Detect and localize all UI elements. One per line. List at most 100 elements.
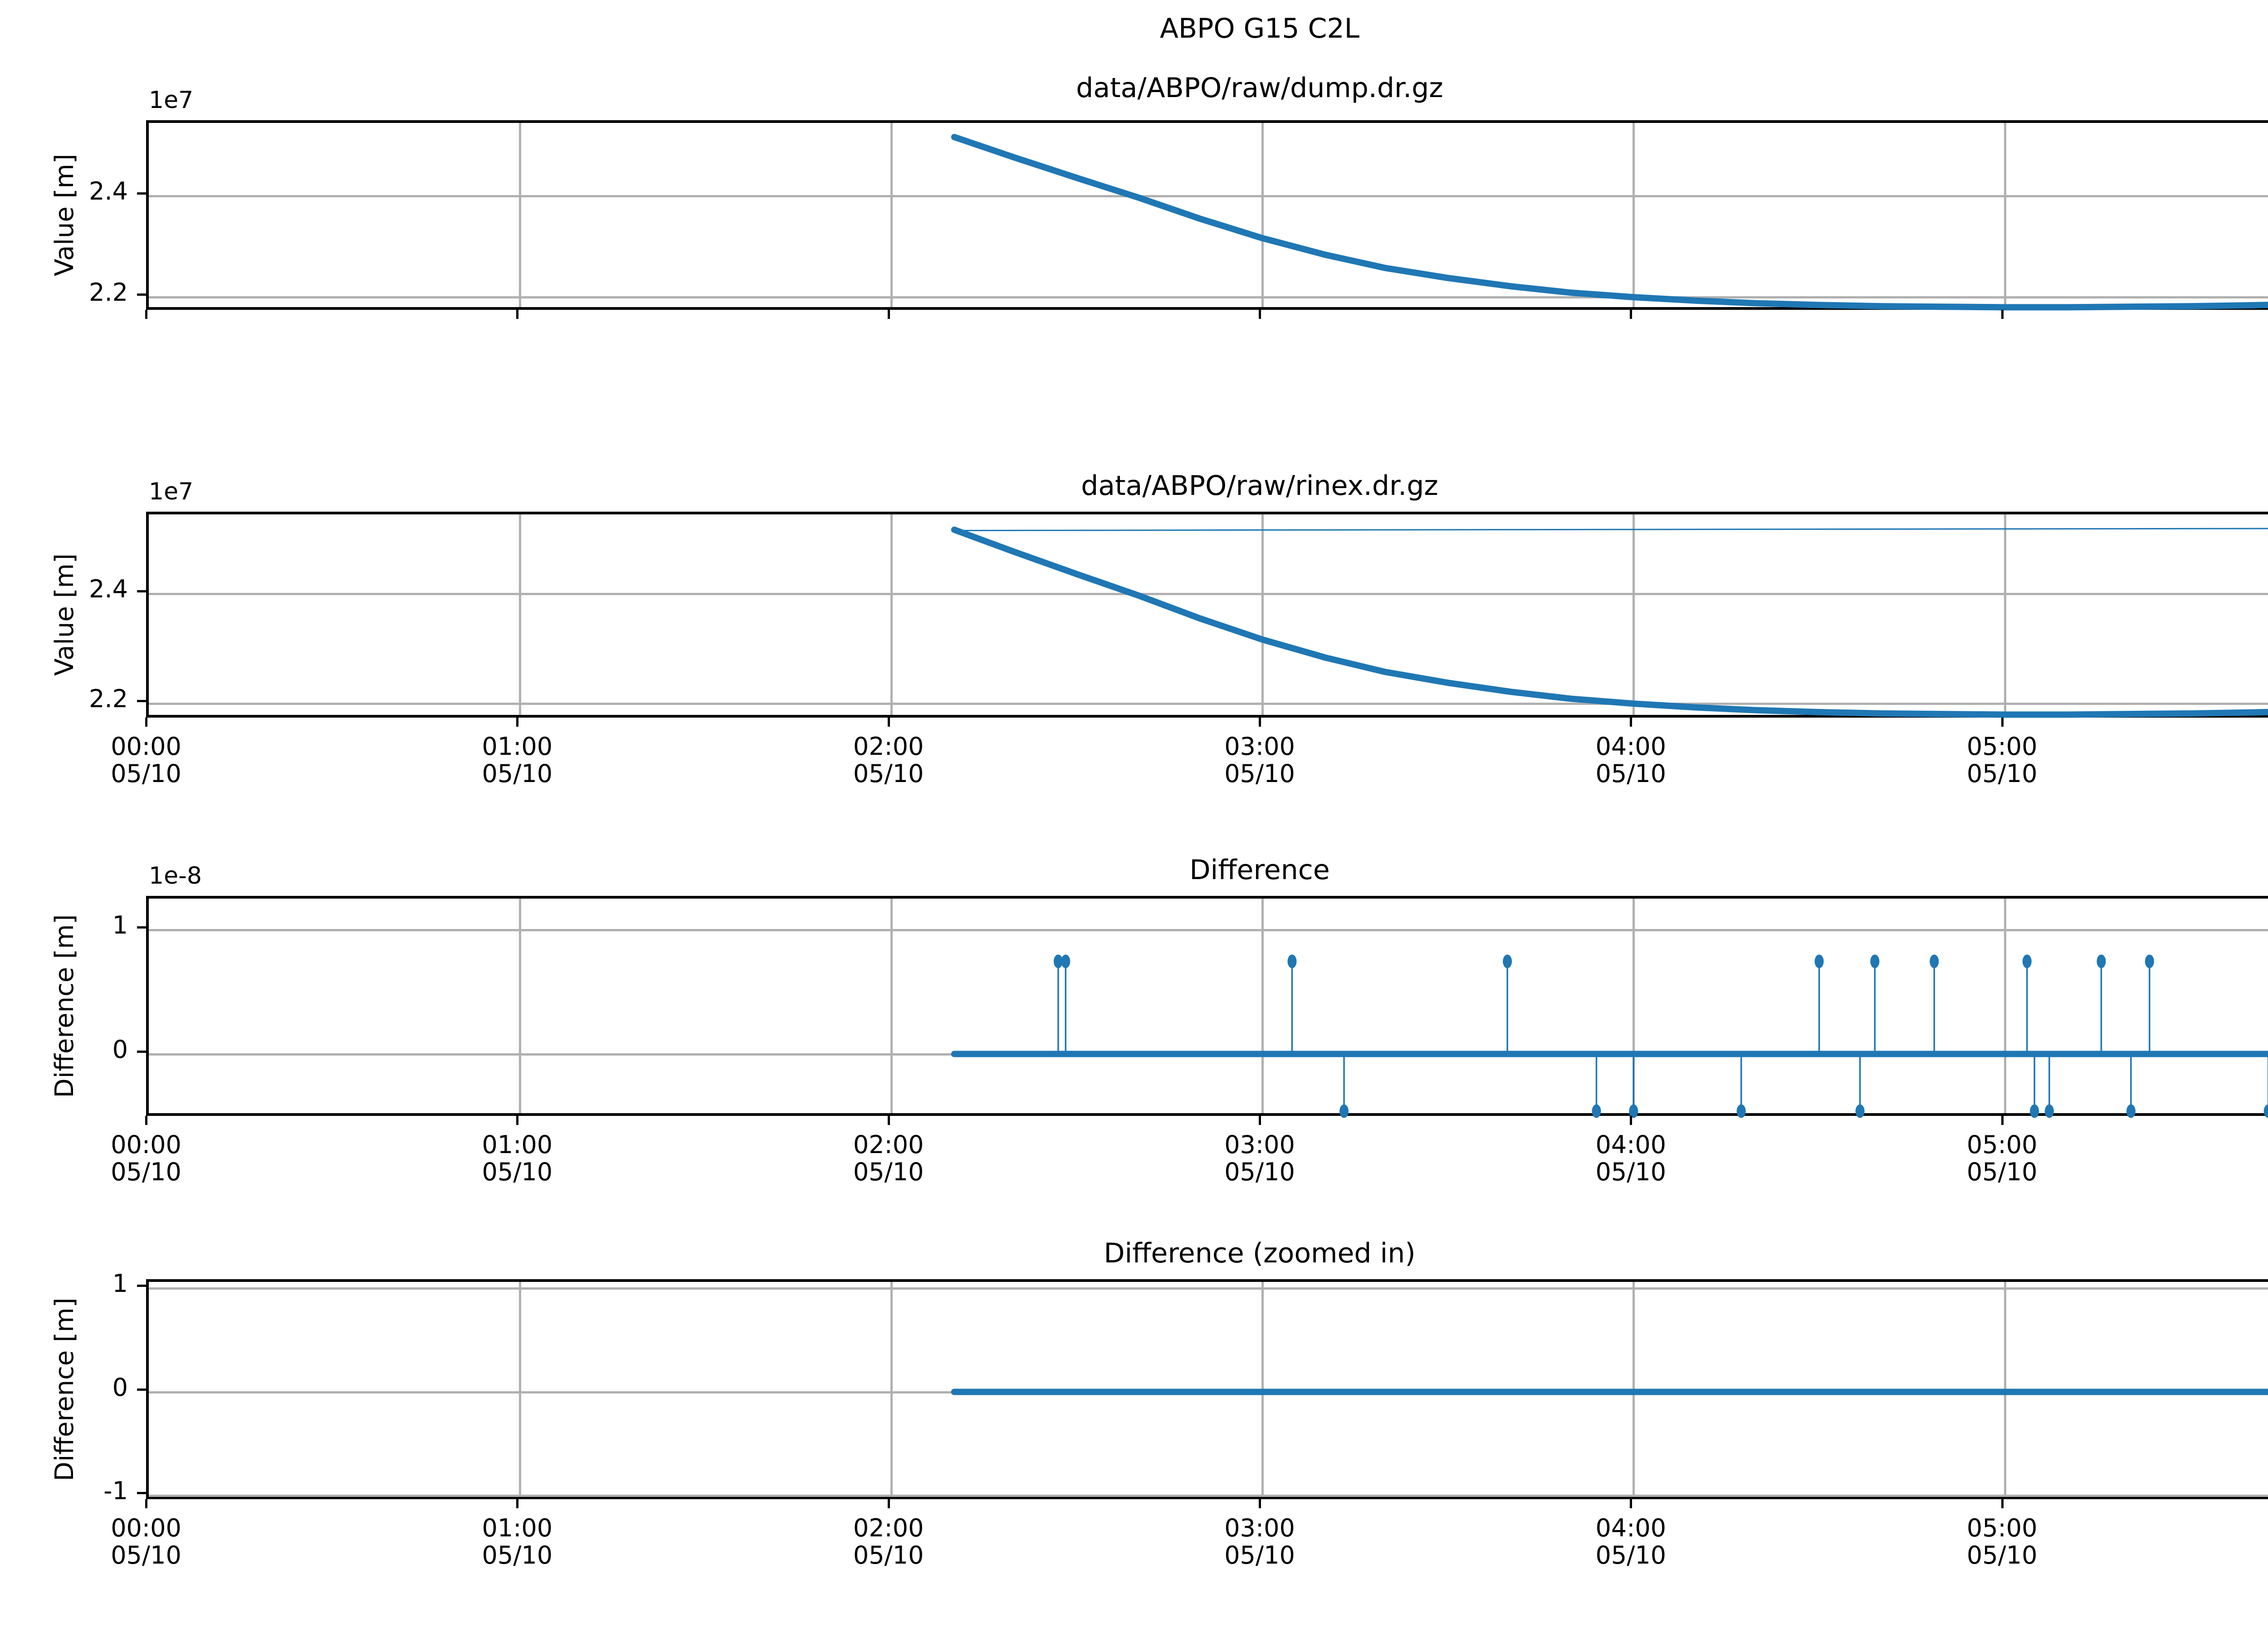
gridline-vertical [1261, 899, 1264, 1113]
y-tick-label: 2.4 [89, 575, 128, 604]
gridline-horizontal [149, 702, 2268, 705]
panel-title-difference: Difference [1189, 854, 1330, 886]
x-tick-mark [2001, 718, 2004, 727]
series-line-1 [953, 528, 2268, 532]
gridline-horizontal [149, 929, 2268, 931]
x-tick-mark [1259, 718, 1261, 727]
gridline-vertical [1633, 123, 1635, 307]
x-tick-label: 04:00 05/10 [1595, 1514, 1667, 1570]
y-tick-label: 0 [112, 1373, 128, 1402]
y-tick-mark [137, 590, 146, 593]
stem-marker [2097, 954, 2106, 968]
y-tick-mark [137, 293, 146, 296]
axes-rinex [146, 512, 2268, 718]
gridline-vertical [519, 1282, 522, 1496]
gridline-vertical [519, 123, 522, 307]
series-line-0 [951, 526, 2268, 718]
gridline-vertical [1261, 123, 1264, 307]
gridline-horizontal [149, 1495, 2268, 1497]
stem-marker [1629, 1104, 1638, 1118]
stem-marker [2145, 954, 2154, 968]
stem-marker [2263, 1104, 2268, 1118]
stem-marker [2030, 1104, 2039, 1118]
gridline-vertical [2004, 514, 2006, 715]
x-tick-mark [2001, 1499, 2004, 1508]
y-tick-mark [137, 926, 146, 929]
x-tick-label: 02:00 05/10 [853, 732, 924, 788]
stem-marker [1287, 954, 1297, 968]
x-tick-label: 01:00 05/10 [482, 732, 553, 788]
x-tick-label: 03:00 05/10 [1224, 732, 1295, 788]
gridline-vertical [1633, 514, 1635, 715]
stem-marker [1339, 1104, 1349, 1118]
gridline-vertical [890, 123, 893, 307]
x-tick-mark [1259, 1499, 1261, 1508]
gridline-vertical [2004, 123, 2006, 307]
y-tick-label: 2.2 [89, 278, 128, 307]
y-tick-label: 1 [112, 910, 128, 939]
x-tick-mark [145, 1499, 147, 1508]
x-tick-label: 05:00 05/10 [1966, 732, 2038, 788]
x-tick-mark [516, 1499, 519, 1508]
y-tick-label: 2.4 [89, 177, 128, 206]
stem-marker [1814, 954, 1824, 968]
stem-marker [1061, 954, 1070, 968]
y-tick-mark [137, 1050, 146, 1053]
y-axis-label-rinex: Value [m] [50, 553, 79, 676]
x-tick-mark [2001, 1116, 2004, 1125]
plot-data-rinex [951, 526, 2268, 718]
x-tick-label: 03:00 05/10 [1224, 1130, 1295, 1187]
gridline-vertical [519, 899, 522, 1113]
stem-marker [1855, 1104, 1865, 1118]
x-tick-mark [2001, 310, 2004, 319]
x-tick-mark [887, 718, 890, 727]
gridline-vertical [2004, 899, 2006, 1113]
y-axis-label-difference-zoomed: Difference [m] [50, 1297, 79, 1481]
x-tick-label: 00:00 05/10 [111, 732, 181, 788]
x-tick-mark [1630, 718, 1633, 727]
x-tick-label: 05:00 05/10 [1966, 1514, 2038, 1570]
x-tick-label: 03:00 05/10 [1224, 1514, 1295, 1570]
stem-marker [1053, 954, 1063, 968]
x-tick-mark [887, 1116, 890, 1125]
panel-title-dump: data/ABPO/raw/dump.dr.gz [1076, 72, 1443, 104]
y-tick-label: 2.2 [89, 684, 128, 713]
gridline-vertical [1261, 514, 1264, 715]
x-tick-mark [887, 1499, 890, 1508]
stem-marker [1736, 1104, 1746, 1118]
gridline-vertical [890, 899, 893, 1113]
axes-difference-zoomed [146, 1279, 2268, 1499]
y-tick-label: -1 [103, 1477, 128, 1506]
axis-offset-text: 1e7 [149, 478, 194, 505]
y-tick-mark [137, 1284, 146, 1287]
x-tick-mark [887, 310, 890, 319]
x-tick-label: 00:00 05/10 [111, 1130, 181, 1187]
stem-marker [2022, 954, 2032, 968]
x-tick-label: 02:00 05/10 [853, 1130, 924, 1187]
y-tick-mark [137, 192, 146, 195]
gridline-horizontal [149, 195, 2268, 198]
gridline-vertical [519, 514, 522, 715]
x-tick-label: 06:00 05/10 [2255, 733, 2268, 788]
stem-marker [2044, 1104, 2054, 1118]
gridline-vertical [890, 1282, 893, 1496]
x-tick-mark [1630, 1499, 1633, 1508]
x-tick-label: 04:00 05/10 [1595, 1130, 1667, 1187]
figure-suptitle: ABPO G15 C2L [1159, 13, 1360, 44]
x-tick-label: 05:00 05/10 [1966, 1130, 2038, 1187]
x-tick-label: 06:00 05/10 [2255, 1131, 2268, 1186]
plot-data-dump [951, 134, 2268, 311]
x-tick-label: 01:00 05/10 [482, 1130, 553, 1187]
x-tick-mark [145, 310, 147, 319]
plot-data-difference-zoomed [951, 1389, 2268, 1395]
x-tick-mark [1259, 310, 1261, 319]
x-tick-mark [516, 310, 519, 319]
y-tick-label: 1 [112, 1269, 128, 1298]
x-tick-label: 00:00 05/10 [111, 1514, 181, 1570]
stem-marker [1503, 954, 1512, 968]
y-tick-mark [137, 1492, 146, 1495]
gridline-vertical [1633, 899, 1635, 1113]
stem-marker [1870, 954, 1880, 968]
gridline-horizontal [149, 296, 2268, 298]
series-line-0 [951, 134, 2268, 311]
